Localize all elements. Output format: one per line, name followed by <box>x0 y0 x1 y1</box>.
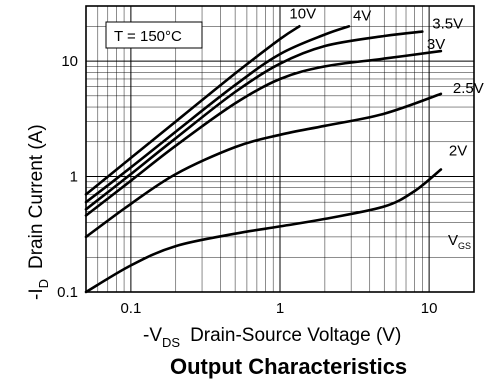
legend-title-sub: GS <box>458 241 471 251</box>
y-tick-label: 1 <box>70 169 78 186</box>
y-axis-label: -ID Drain Current (A) <box>26 124 51 300</box>
plot-frame <box>85 5 475 293</box>
temperature-annotation: T = 150°C <box>114 28 182 45</box>
x-axis-label-prefix: -V <box>143 325 162 346</box>
x-tick-label: 1 <box>276 300 284 317</box>
curve-label: 10V <box>289 5 316 22</box>
y-tick-label: 0.1 <box>57 284 78 301</box>
curve-3_5V <box>84 30 424 211</box>
legend-title-prefix: V <box>448 232 458 249</box>
y-axis-label-sub: D <box>36 279 51 288</box>
x-axis-label-sub: DS <box>162 335 180 350</box>
x-axis-label-text: Drain-Source Voltage (V) <box>190 325 401 346</box>
legend-title: VGS <box>448 232 471 251</box>
curve-10V <box>84 25 301 196</box>
curve-4V <box>84 25 351 204</box>
curve-label: 3V <box>427 36 445 53</box>
curve-3V <box>84 49 443 217</box>
x-tick-label: 10 <box>421 300 438 317</box>
x-tick-label: 0.1 <box>120 300 141 317</box>
annotation-box <box>105 21 203 49</box>
curve-label: 4V <box>353 7 371 24</box>
y-tick-label: 10 <box>61 53 78 70</box>
curve-label: 3.5V <box>432 16 463 33</box>
y-axis-label-text: Drain Current (A) <box>26 124 47 269</box>
curves <box>84 25 443 294</box>
y-axis-label-prefix: -I <box>26 288 47 300</box>
curve-2V <box>84 168 443 294</box>
grid <box>85 5 475 293</box>
curve-labels: 10V 4V 3.5V 3V 2.5V 2V <box>289 5 483 159</box>
x-tick-labels: 0.1 1 10 <box>120 300 437 317</box>
curve-label: 2V <box>449 143 467 160</box>
curve-2_5V <box>84 92 443 239</box>
x-axis-label: -VDS Drain-Source Voltage (V) <box>143 325 401 350</box>
y-tick-labels: 0.1 1 10 <box>57 53 78 301</box>
chart-title: Output Characteristics <box>170 354 407 379</box>
curve-label: 2.5V <box>453 80 484 97</box>
